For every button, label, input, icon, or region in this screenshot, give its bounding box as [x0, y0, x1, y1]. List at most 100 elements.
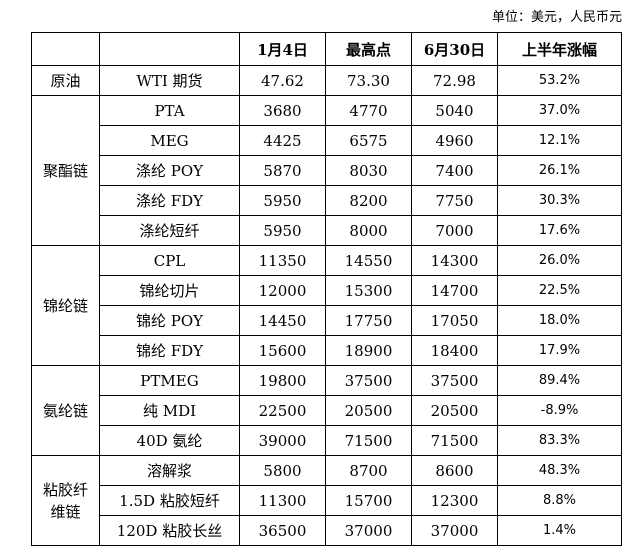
jan4-cell: 14450 — [239, 305, 326, 336]
product-cell: 涤纶 POY — [99, 155, 240, 186]
table-row: 锦纶链 CPL 11350 14550 14300 26.0% — [31, 245, 622, 366]
change-cell: 37.0% — [497, 95, 622, 126]
change-cell: 18.0% — [497, 305, 622, 336]
change-cell: 26.0% — [497, 245, 622, 276]
table-row: 粘胶纤 维链 溶解浆 5800 8700 8600 48.3% — [31, 455, 622, 546]
jun30-cell: 7000 — [411, 215, 498, 246]
product-cell: CPL — [99, 245, 240, 276]
high-cell: 15700 — [325, 485, 412, 516]
change-cell: 1.4% — [497, 515, 622, 546]
header-change: 上半年涨幅 — [497, 32, 622, 66]
high-cell: 8030 — [325, 155, 412, 186]
price-table: 1月4日 最高点 6月30日 上半年涨幅 原油 WTI 期货 47.62 73.30 7… — [31, 32, 622, 546]
product-cell: PTMEG — [99, 365, 240, 396]
high-cell: 8700 — [325, 455, 412, 486]
jun30-cell: 14300 — [411, 245, 498, 276]
jan4-cell: 39000 — [239, 425, 326, 456]
high-cell: 17750 — [325, 305, 412, 336]
jun30-cell: 72.98 — [411, 65, 498, 96]
jun30-cell: 37000 — [411, 515, 498, 546]
jun30-cell: 4960 — [411, 125, 498, 156]
jan4-cell: 36500 — [239, 515, 326, 546]
chain-label: 聚酯链 — [31, 95, 100, 246]
product-cell: MEG — [99, 125, 240, 156]
table-header-row: 1月4日 最高点 6月30日 上半年涨幅 — [31, 32, 622, 66]
header-high: 最高点 — [325, 32, 412, 66]
header-chain — [31, 32, 100, 66]
change-cell: 17.9% — [497, 335, 622, 366]
high-cell: 6575 — [325, 125, 412, 156]
jun30-cell: 5040 — [411, 95, 498, 126]
header-product — [99, 32, 240, 66]
change-cell: -8.9% — [497, 395, 622, 426]
jan4-cell: 5870 — [239, 155, 326, 186]
high-cell: 8000 — [325, 215, 412, 246]
table-row: MEG 4425 6575 4960 12.1% — [32, 125, 622, 156]
change-cell: 48.3% — [497, 455, 622, 486]
table-body: 原油 WTI 期货 47.62 73.30 72.98 53.2% 聚酯链 PTA 3680 47… — [31, 65, 622, 546]
header-jun30: 6月30日 — [411, 32, 498, 66]
high-cell: 71500 — [325, 425, 412, 456]
product-cell: 溶解浆 — [99, 455, 240, 486]
table-row: 原油 WTI 期货 47.62 73.30 72.98 53.2% — [31, 65, 622, 96]
jun30-cell: 14700 — [411, 275, 498, 306]
table-row: 氨纶链 PTMEG 19800 37500 37500 89.4% — [31, 365, 622, 456]
jun30-cell: 71500 — [411, 425, 498, 456]
product-cell: PTA — [99, 95, 240, 126]
high-cell: 37500 — [325, 365, 412, 396]
jan4-cell: 19800 — [239, 365, 326, 396]
jan4-cell: 5950 — [239, 215, 326, 246]
product-cell: 锦纶切片 — [99, 275, 240, 306]
high-cell: 37000 — [325, 515, 412, 546]
change-cell: 12.1% — [497, 125, 622, 156]
jan4-cell: 22500 — [239, 395, 326, 426]
table-row: 120D 粘胶长丝 36500 37000 37000 1.4% — [32, 515, 622, 546]
chain-label: 原油 — [31, 65, 100, 96]
high-cell: 14550 — [325, 245, 412, 276]
chain-label: 氨纶链 — [31, 365, 100, 456]
product-cell: 40D 氨纶 — [99, 425, 240, 456]
high-cell: 8200 — [325, 185, 412, 216]
product-cell: 锦纶 POY — [99, 305, 240, 336]
product-cell: 涤纶 FDY — [99, 185, 240, 216]
jun30-cell: 17050 — [411, 305, 498, 336]
table-row: 聚酯链 PTA 3680 4770 5040 37.0% — [31, 95, 622, 246]
jun30-cell: 37500 — [411, 365, 498, 396]
product-cell: WTI 期货 — [99, 65, 240, 96]
change-cell: 8.8% — [497, 485, 622, 516]
table-row: 涤纶 FDY 5950 8200 7750 30.3% — [32, 185, 622, 216]
jan4-cell: 5950 — [239, 185, 326, 216]
jan4-cell: 15600 — [239, 335, 326, 366]
jan4-cell: 12000 — [239, 275, 326, 306]
table-row: 1.5D 粘胶短纤 11300 15700 12300 8.8% — [32, 485, 622, 516]
jun30-cell: 8600 — [411, 455, 498, 486]
high-cell: 4770 — [325, 95, 412, 126]
high-cell: 15300 — [325, 275, 412, 306]
high-cell: 18900 — [325, 335, 412, 366]
table-row: 40D 氨纶 39000 71500 71500 83.3% — [32, 425, 622, 456]
header-jan4: 1月4日 — [239, 32, 326, 66]
product-cell: 纯 MDI — [99, 395, 240, 426]
high-cell: 20500 — [325, 395, 412, 426]
change-cell: 89.4% — [497, 365, 622, 396]
product-cell: 涤纶短纤 — [99, 215, 240, 246]
change-cell: 22.5% — [497, 275, 622, 306]
table-row: 锦纶 FDY 15600 18900 18400 17.9% — [32, 335, 622, 366]
table-row: 涤纶短纤 5950 8000 7000 17.6% — [32, 215, 622, 246]
change-cell: 53.2% — [497, 65, 622, 96]
jan4-cell: 4425 — [239, 125, 326, 156]
chain-label: 锦纶链 — [31, 245, 100, 366]
jan4-cell: 5800 — [239, 455, 326, 486]
table-row: 涤纶 POY 5870 8030 7400 26.1% — [32, 155, 622, 186]
product-cell: 锦纶 FDY — [99, 335, 240, 366]
chain-label: 粘胶纤 维链 — [31, 455, 100, 546]
jan4-cell: 3680 — [239, 95, 326, 126]
table-row: 锦纶 POY 14450 17750 17050 18.0% — [32, 305, 622, 336]
product-cell: 120D 粘胶长丝 — [99, 515, 240, 546]
change-cell: 30.3% — [497, 185, 622, 216]
jun30-cell: 7400 — [411, 155, 498, 186]
jan4-cell: 47.62 — [239, 65, 326, 96]
jun30-cell: 7750 — [411, 185, 498, 216]
table-row: 锦纶切片 12000 15300 14700 22.5% — [32, 275, 622, 306]
change-cell: 17.6% — [497, 215, 622, 246]
